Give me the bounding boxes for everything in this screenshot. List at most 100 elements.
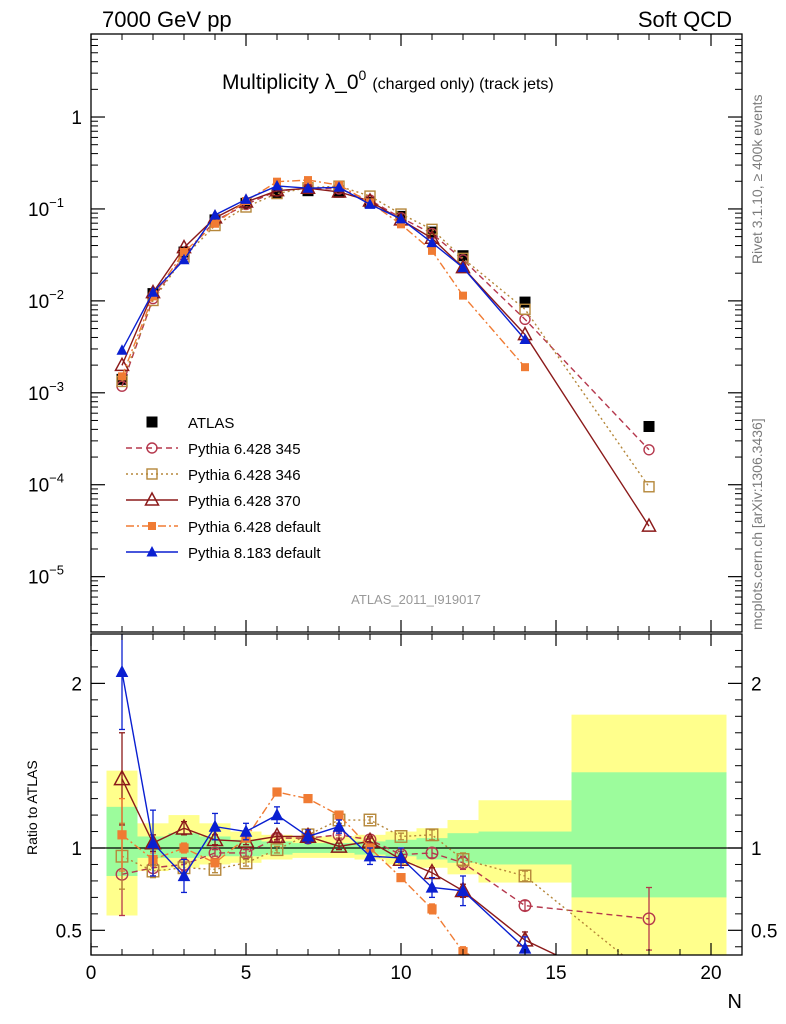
ratio-point xyxy=(456,853,470,866)
data-point xyxy=(459,291,467,300)
series-pythia-6-428-default xyxy=(118,176,529,381)
legend-marker xyxy=(146,442,158,454)
ratio-panel-series xyxy=(113,634,657,1005)
data-point xyxy=(457,250,469,262)
ratio-band-green xyxy=(571,772,727,898)
ratio-point xyxy=(425,846,439,860)
data-point xyxy=(271,187,283,199)
plot-title-main: Multiplicity λ_0 xyxy=(222,71,359,94)
data-point xyxy=(519,303,531,315)
main-panel-frame xyxy=(90,33,743,633)
ratio-point xyxy=(239,824,253,837)
ratio-point xyxy=(272,787,282,797)
data-point xyxy=(180,248,188,257)
ratio-point xyxy=(113,769,131,786)
ratio-point xyxy=(518,941,532,954)
ratio-point xyxy=(363,813,377,827)
ratio-y-tick-label-right: 0.5 xyxy=(751,921,777,942)
category-label: Soft QCD xyxy=(637,7,732,32)
legend-label: Pythia 6.428 345 xyxy=(188,441,301,458)
ratio-point xyxy=(208,819,222,832)
y-tick-label: 10−4 xyxy=(28,471,64,497)
legend-marker xyxy=(146,546,158,557)
ratio-point xyxy=(394,850,408,864)
ratio-point xyxy=(177,869,191,882)
plot-title: Multiplicity λ_00 (charged only) (track j… xyxy=(222,67,554,94)
ratio-point xyxy=(396,873,406,883)
ratio-uncertainty-bands xyxy=(106,714,727,955)
legend-entry-pythia-6-428-346: Pythia 6.428 346 xyxy=(126,467,301,484)
plot-title-suffix: (charged only) (track jets) xyxy=(372,76,553,93)
ratio-point xyxy=(268,826,286,843)
data-point xyxy=(118,372,126,381)
ratio-point xyxy=(175,818,193,835)
ratio-y-axis-label: Ratio to ATLAS xyxy=(24,760,40,855)
legend-label: Pythia 6.428 346 xyxy=(188,467,301,484)
ratio-y-tick-label: 2 xyxy=(71,674,82,695)
data-point xyxy=(643,481,655,493)
y-tick-label: 10−2 xyxy=(28,287,64,313)
ratio-point xyxy=(330,836,348,853)
ratio-point xyxy=(332,819,346,832)
ratio-point xyxy=(206,830,224,847)
x-tick-label: 0 xyxy=(86,963,97,984)
ratio-point xyxy=(270,808,284,821)
ratio-y-tick-label: 1 xyxy=(71,839,82,860)
data-point xyxy=(457,261,469,273)
x-axis-label: N xyxy=(728,991,742,1013)
data-point xyxy=(271,179,283,191)
mcplots-label: mcplots.cern.ch [arXiv:1306.3436] xyxy=(749,418,765,630)
ratio-panel-frame xyxy=(90,633,743,956)
main-panel-series xyxy=(114,176,657,532)
ratio-point xyxy=(146,836,160,849)
legend-label: Pythia 6.428 default xyxy=(188,519,321,536)
ratio-point xyxy=(303,794,313,804)
legend-entry-pythia-6-428-345: Pythia 6.428 345 xyxy=(126,441,301,458)
y-tick-label: 1 xyxy=(71,108,82,129)
ratio-point xyxy=(642,991,657,1005)
legend-entry-pythia-8-183-default: Pythia 8.183 default xyxy=(126,545,321,562)
ratio-y-tick-label: 0.5 xyxy=(56,921,82,942)
legend-marker xyxy=(146,468,158,480)
legend-entry-pythia-6-428-370: Pythia 6.428 370 xyxy=(126,491,301,510)
ratio-point xyxy=(117,830,127,840)
energy-label: 7000 GeV pp xyxy=(102,7,232,32)
ratio-point xyxy=(115,664,129,678)
series-pythia-8-183-default xyxy=(116,179,531,355)
ratio-point xyxy=(518,899,532,913)
ratio-point xyxy=(427,904,437,914)
data-point xyxy=(519,296,531,308)
data-point xyxy=(300,179,316,194)
legend-marker xyxy=(146,416,158,428)
x-tick-label: 15 xyxy=(545,963,566,984)
series-line xyxy=(121,179,526,377)
data-point xyxy=(211,219,219,228)
ratio-point xyxy=(425,828,439,842)
ratio-point xyxy=(270,843,284,857)
data-point xyxy=(428,246,436,255)
y-tick-label: 10−3 xyxy=(28,379,64,405)
data-point xyxy=(333,181,345,192)
data-point xyxy=(302,182,314,193)
ratio-point xyxy=(642,912,656,926)
ratio-point xyxy=(456,883,470,896)
ratio-point xyxy=(643,971,655,983)
data-point xyxy=(397,220,405,229)
y-tick-label: 10−5 xyxy=(28,563,64,589)
legend-marker xyxy=(148,522,156,530)
legend-label: Pythia 8.183 default xyxy=(188,545,321,562)
ratio-line xyxy=(121,671,526,949)
data-point xyxy=(116,344,128,355)
data-point xyxy=(364,198,376,209)
data-point xyxy=(147,286,159,297)
data-point xyxy=(519,333,531,345)
ratio-band-green xyxy=(199,836,231,857)
data-point xyxy=(643,420,655,432)
ratio-series-pythia-8-183-default xyxy=(115,634,532,955)
series-line xyxy=(121,187,650,451)
series-atlas xyxy=(116,185,655,432)
data-point xyxy=(114,356,130,372)
x-tick-label: 10 xyxy=(390,963,411,984)
ratio-point xyxy=(363,849,377,862)
